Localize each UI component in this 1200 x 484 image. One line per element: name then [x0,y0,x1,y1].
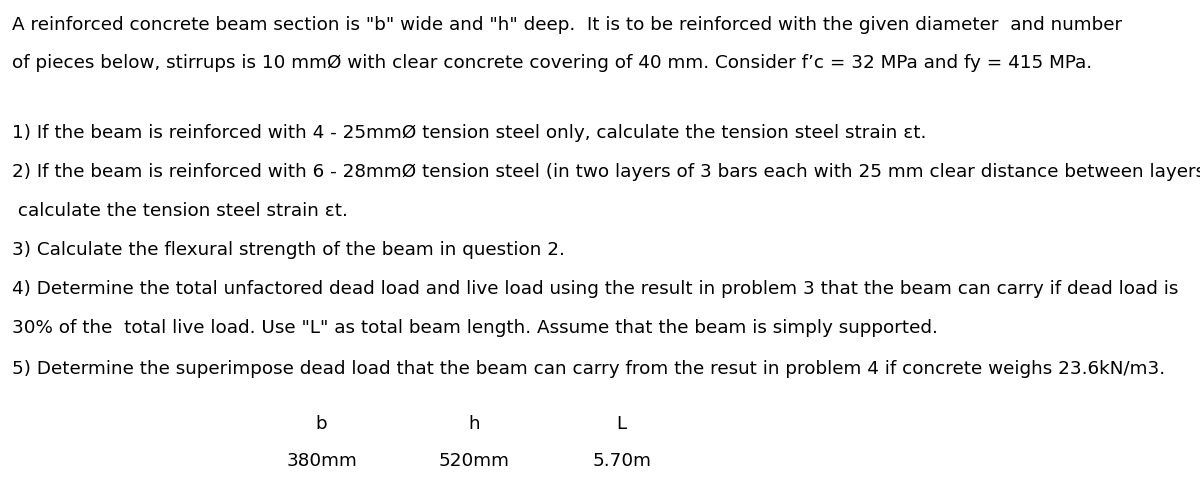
Text: 30% of the  total live load. Use "L" as total beam length. Assume that the beam : 30% of the total live load. Use "L" as t… [12,318,938,336]
Text: 5.70m: 5.70m [592,451,652,469]
Text: 3) Calculate the flexural strength of the beam in question 2.: 3) Calculate the flexural strength of th… [12,241,565,258]
Text: 4) Determine the total unfactored dead load and live load using the result in pr: 4) Determine the total unfactored dead l… [12,280,1178,298]
Text: 380mm: 380mm [286,451,358,469]
Text: A reinforced concrete beam section is "b" wide and "h" deep.  It is to be reinfo: A reinforced concrete beam section is "b… [12,15,1122,33]
Text: of pieces below, stirrups is 10 mmØ with clear concrete covering of 40 mm. Consi: of pieces below, stirrups is 10 mmØ with… [12,54,1092,72]
Text: h: h [468,414,480,432]
Text: 520mm: 520mm [438,451,510,469]
Text: b: b [316,414,328,432]
Text: 2) If the beam is reinforced with 6 - 28mmØ tension steel (in two layers of 3 ba: 2) If the beam is reinforced with 6 - 28… [12,163,1200,181]
Text: calculate the tension steel strain εt.: calculate the tension steel strain εt. [12,201,348,219]
Text: 1) If the beam is reinforced with 4 - 25mmØ tension steel only, calculate the te: 1) If the beam is reinforced with 4 - 25… [12,123,926,141]
Text: L: L [617,414,626,432]
Text: 5) Determine the superimpose dead load that the beam can carry from the resut in: 5) Determine the superimpose dead load t… [12,359,1165,377]
